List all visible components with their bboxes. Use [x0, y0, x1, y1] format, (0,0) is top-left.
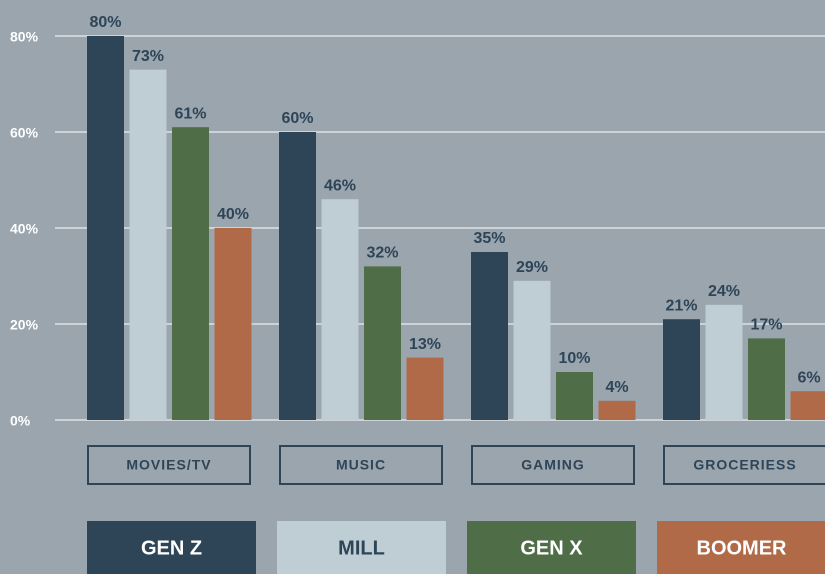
value-label: 24% — [708, 283, 740, 300]
bar — [556, 372, 593, 420]
y-tick-label: 40% — [10, 221, 39, 237]
legend-swatch — [467, 521, 636, 574]
legend-label: MILL — [338, 537, 385, 559]
bar — [321, 199, 359, 420]
bar — [364, 266, 401, 420]
bar — [87, 36, 124, 420]
y-tick-label: 0% — [10, 413, 31, 429]
value-label: 13% — [409, 336, 441, 353]
value-label: 4% — [605, 379, 628, 396]
value-label: 10% — [558, 350, 590, 367]
value-label: 21% — [665, 297, 697, 314]
bar — [663, 319, 700, 420]
value-label: 6% — [797, 369, 820, 386]
bar — [172, 127, 209, 420]
bar — [705, 304, 743, 420]
bar — [279, 132, 316, 420]
legend-label: GEN X — [520, 537, 583, 559]
bar — [748, 338, 785, 420]
category-box — [87, 445, 251, 485]
value-label: 60% — [281, 110, 313, 127]
bar — [790, 391, 825, 420]
y-tick-label: 20% — [10, 317, 39, 333]
bar — [471, 252, 508, 420]
value-label: 80% — [89, 14, 121, 31]
bar — [513, 280, 551, 420]
value-label: 17% — [750, 317, 782, 334]
bar — [406, 357, 444, 420]
value-label: 61% — [174, 105, 206, 122]
legend-label: GEN Z — [141, 537, 202, 559]
legend-swatch — [277, 521, 446, 574]
bar — [598, 400, 636, 420]
value-label: 73% — [132, 48, 164, 65]
category-box — [663, 445, 825, 485]
category-box — [471, 445, 635, 485]
category-box — [279, 445, 443, 485]
x-tick-label: MOVIES/TV — [126, 457, 211, 473]
bar — [129, 69, 167, 420]
x-tick-label: MUSIC — [336, 457, 386, 473]
value-label: 46% — [324, 177, 356, 194]
x-tick-label: GAMING — [521, 457, 585, 473]
value-label: 32% — [366, 245, 398, 262]
y-tick-label: 80% — [10, 29, 39, 45]
y-tick-label: 60% — [10, 125, 39, 141]
legend-label: BOOMER — [697, 537, 788, 559]
legend-swatch — [87, 521, 256, 574]
x-tick-label: GROCERIESS — [693, 457, 796, 473]
value-label: 40% — [217, 206, 249, 223]
value-label: 29% — [516, 259, 548, 276]
bar — [214, 228, 252, 420]
value-label: 35% — [473, 230, 505, 247]
legend-swatch — [657, 521, 825, 574]
